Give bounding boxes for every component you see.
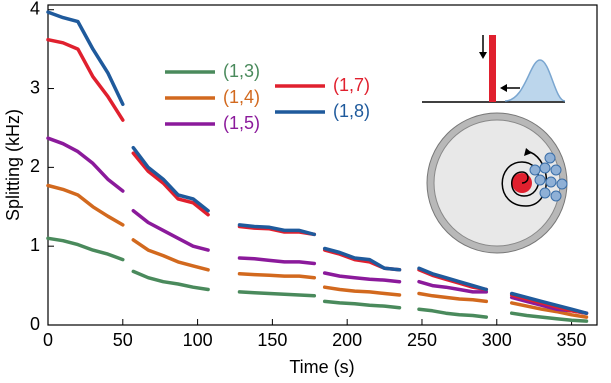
- y-axis-label: Splitting (kHz): [3, 109, 23, 221]
- y-tick-label: 4: [30, 0, 40, 18]
- plot-frame: [47, 4, 598, 326]
- legend-label: (1,7): [333, 75, 370, 95]
- x-axis-label: Time (s): [289, 357, 354, 377]
- x-tick-label: 350: [557, 330, 587, 350]
- x-tick-label: 300: [482, 330, 512, 350]
- x-tick-label: 50: [113, 330, 133, 350]
- x-tick-label: 150: [257, 330, 287, 350]
- y-tick-label: 0: [30, 314, 40, 334]
- legend-label: (1,3): [223, 61, 260, 81]
- legend-label: (1,5): [223, 113, 260, 133]
- series-line: [46, 236, 589, 323]
- inset-diagram: [422, 35, 568, 254]
- y-tick-label: 2: [30, 156, 40, 176]
- series-line: [46, 136, 589, 315]
- series-line: [46, 183, 589, 319]
- legend-label: (1,8): [333, 101, 370, 121]
- series-line: [46, 10, 589, 315]
- x-tick-label: 200: [332, 330, 362, 350]
- x-tick-label: 100: [183, 330, 213, 350]
- y-tick-label: 3: [30, 77, 40, 97]
- y-tick-label: 1: [30, 235, 40, 255]
- x-tick-label: 0: [43, 330, 53, 350]
- legend-label: (1,4): [223, 87, 260, 107]
- x-tick-label: 250: [407, 330, 437, 350]
